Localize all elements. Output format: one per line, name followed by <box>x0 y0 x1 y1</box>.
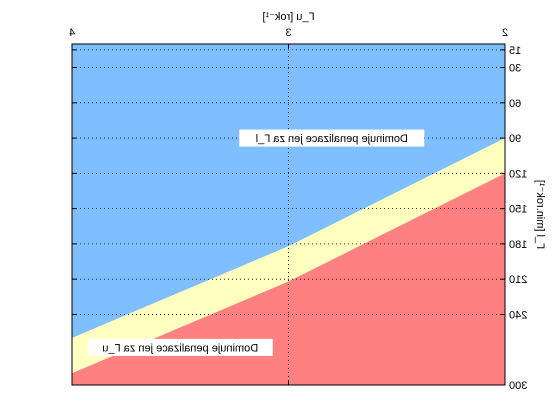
x-tick-label: 2 <box>502 27 508 39</box>
annotation-box <box>87 338 273 356</box>
y-tick-label: 300 <box>509 380 527 392</box>
plot-area: 15 30 60 90 120 150 180 210 240 300 2 3 4 Γ_u [rok⁻¹]… <box>69 11 546 392</box>
y-tick-label: 210 <box>509 274 527 286</box>
x-tick-label: 4 <box>69 27 75 39</box>
annotation-text: Dominuje penalizace jen za Γ_l <box>256 133 408 145</box>
y-tick-label: 30 <box>509 63 521 75</box>
y-tick-label: 240 <box>509 309 527 321</box>
x-tick-label: 3 <box>285 27 291 39</box>
y-tick-label: 180 <box>509 239 527 251</box>
y-tick-label: 120 <box>509 168 527 180</box>
y-tick-label: 90 <box>509 133 521 145</box>
region-bottom <box>72 173 505 385</box>
annotation-text: Dominuje penalizace jen za Γ_u <box>102 342 258 354</box>
y-tick-label: 60 <box>509 98 521 110</box>
x-axis-label: Γ_u [rok⁻¹] <box>262 11 314 23</box>
y-axis-label: Γ_l [min.rok⁻¹] <box>534 180 546 249</box>
y-tick-label: 15 <box>509 45 521 57</box>
y-tick-label: 150 <box>509 204 527 216</box>
region-top <box>72 44 505 338</box>
annotation-box <box>239 129 425 147</box>
